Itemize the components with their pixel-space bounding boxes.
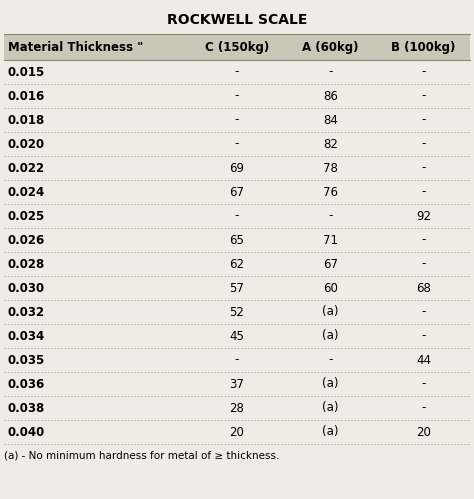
Text: -: - [421,89,426,102]
Text: 0.024: 0.024 [8,186,45,199]
Bar [4,204,470,228]
Text: 0.028: 0.028 [8,257,45,270]
Text: 78: 78 [323,162,337,175]
Text: 82: 82 [323,138,337,151]
Text: -: - [421,162,426,175]
Bar [4,132,470,156]
Text: B (100kg): B (100kg) [391,40,456,53]
Text: C (150kg): C (150kg) [205,40,269,53]
Bar [4,84,470,108]
Text: (a): (a) [322,329,338,342]
Bar [4,348,470,372]
Text: -: - [235,65,239,78]
Bar [4,34,470,60]
Text: 62: 62 [229,257,245,270]
Text: 92: 92 [416,210,431,223]
Bar [4,60,470,84]
Text: 0.034: 0.034 [8,329,45,342]
Text: 28: 28 [229,402,245,415]
Text: 86: 86 [323,89,337,102]
Text: 0.032: 0.032 [8,305,45,318]
Text: 52: 52 [229,305,245,318]
Text: -: - [235,113,239,127]
Text: (a) - No minimum hardness for metal of ≥ thickness.: (a) - No minimum hardness for metal of ≥… [4,450,279,460]
Text: 65: 65 [229,234,245,247]
Text: 0.026: 0.026 [8,234,45,247]
Text: -: - [421,234,426,247]
Text: -: - [235,138,239,151]
Bar [4,228,470,252]
Bar [4,180,470,204]
Text: 37: 37 [229,378,245,391]
Text: -: - [421,378,426,391]
Text: ROCKWELL SCALE: ROCKWELL SCALE [167,13,307,27]
Text: 20: 20 [229,426,245,439]
Text: 71: 71 [323,234,337,247]
Text: 0.025: 0.025 [8,210,45,223]
Text: 67: 67 [229,186,245,199]
Bar [4,252,470,276]
Text: -: - [421,305,426,318]
Text: 0.035: 0.035 [8,353,45,366]
Text: 44: 44 [416,353,431,366]
Text: -: - [421,186,426,199]
Text: -: - [235,210,239,223]
Text: 20: 20 [416,426,431,439]
Bar [4,324,470,348]
Bar [4,156,470,180]
Text: 67: 67 [323,257,337,270]
Text: 0.016: 0.016 [8,89,45,102]
Bar [4,396,470,420]
Text: -: - [328,353,332,366]
Text: 45: 45 [229,329,245,342]
Text: 76: 76 [323,186,337,199]
Text: A (60kg): A (60kg) [302,40,358,53]
Text: (a): (a) [322,402,338,415]
Text: Material Thickness ": Material Thickness " [8,40,143,53]
Bar [4,276,470,300]
Text: 69: 69 [229,162,245,175]
Text: 0.018: 0.018 [8,113,45,127]
Text: 0.040: 0.040 [8,426,45,439]
Text: -: - [235,89,239,102]
Text: 0.020: 0.020 [8,138,45,151]
Text: (a): (a) [322,305,338,318]
Text: 68: 68 [416,281,431,294]
Text: -: - [421,402,426,415]
Bar [4,300,470,324]
Text: -: - [421,329,426,342]
Text: 0.015: 0.015 [8,65,45,78]
Text: 0.038: 0.038 [8,402,45,415]
Text: -: - [421,65,426,78]
Text: 84: 84 [323,113,337,127]
Text: -: - [235,353,239,366]
Text: -: - [421,113,426,127]
Text: 57: 57 [229,281,245,294]
Text: (a): (a) [322,378,338,391]
Text: 0.022: 0.022 [8,162,45,175]
Text: 0.036: 0.036 [8,378,45,391]
Text: -: - [421,257,426,270]
Text: (a): (a) [322,426,338,439]
Bar [4,420,470,444]
Text: -: - [421,138,426,151]
Text: -: - [328,210,332,223]
Text: -: - [328,65,332,78]
Text: 0.030: 0.030 [8,281,45,294]
Bar [4,372,470,396]
Text: 60: 60 [323,281,337,294]
Bar [4,108,470,132]
